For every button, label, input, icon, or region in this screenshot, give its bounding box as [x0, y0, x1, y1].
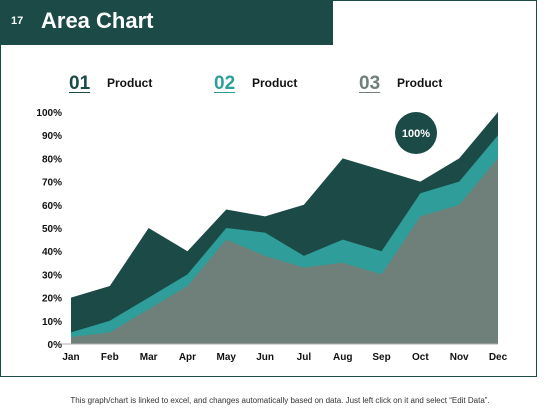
x-tick-label: Jun [256, 352, 274, 363]
y-tick-label: 30% [42, 270, 62, 281]
y-tick-label: 70% [42, 178, 62, 189]
area-chart[interactable]: 0% 10% 20% 30% 40% 50% 60% 70% 80% 90% 100% Jan Feb M… [1, 1, 538, 378]
legend-label: Product [397, 76, 443, 90]
legend-number: 03 [359, 73, 381, 94]
y-tick-label: 20% [42, 294, 62, 305]
y-tick-label: 50% [42, 224, 62, 235]
x-tick-label: Nov [450, 352, 469, 363]
annotation-label: 100% [402, 128, 430, 140]
x-tick-label: Mar [140, 352, 158, 363]
x-tick-label: Feb [101, 352, 119, 363]
y-tick-label: 10% [42, 317, 62, 328]
x-tick-label: Dec [489, 352, 508, 363]
slide-title: Area Chart [41, 8, 154, 33]
y-tick-label: 60% [42, 201, 62, 212]
y-tick-label: 80% [42, 154, 62, 165]
legend-number: 01 [69, 73, 91, 94]
x-tick-label: Sep [372, 352, 390, 363]
footer-note: This graph/chart is linked to excel, and… [70, 396, 490, 405]
legend-number: 02 [214, 73, 236, 94]
legend-label: Product [107, 76, 153, 90]
area-series-product-03[interactable] [71, 158, 498, 344]
y-tick-label: 100% [36, 108, 62, 119]
y-tick-label: 90% [42, 131, 62, 142]
x-tick-label: Aug [333, 352, 352, 363]
annotation-bubble [395, 112, 437, 154]
x-tick-label: May [217, 352, 237, 363]
title-bar: 17 Area Chart [1, 1, 333, 45]
x-tick-label: Jul [297, 352, 312, 363]
y-tick-label: 40% [42, 247, 62, 258]
slide: 17 Area Chart 01 Product 02 Product 03 P… [0, 0, 537, 377]
legend-label: Product [252, 76, 298, 90]
x-tick-label: Jan [62, 352, 79, 363]
y-tick-label: 0% [48, 340, 63, 351]
x-tick-label: Apr [179, 352, 196, 363]
slide-number: 17 [11, 15, 24, 27]
x-tick-label: Oct [412, 352, 429, 363]
